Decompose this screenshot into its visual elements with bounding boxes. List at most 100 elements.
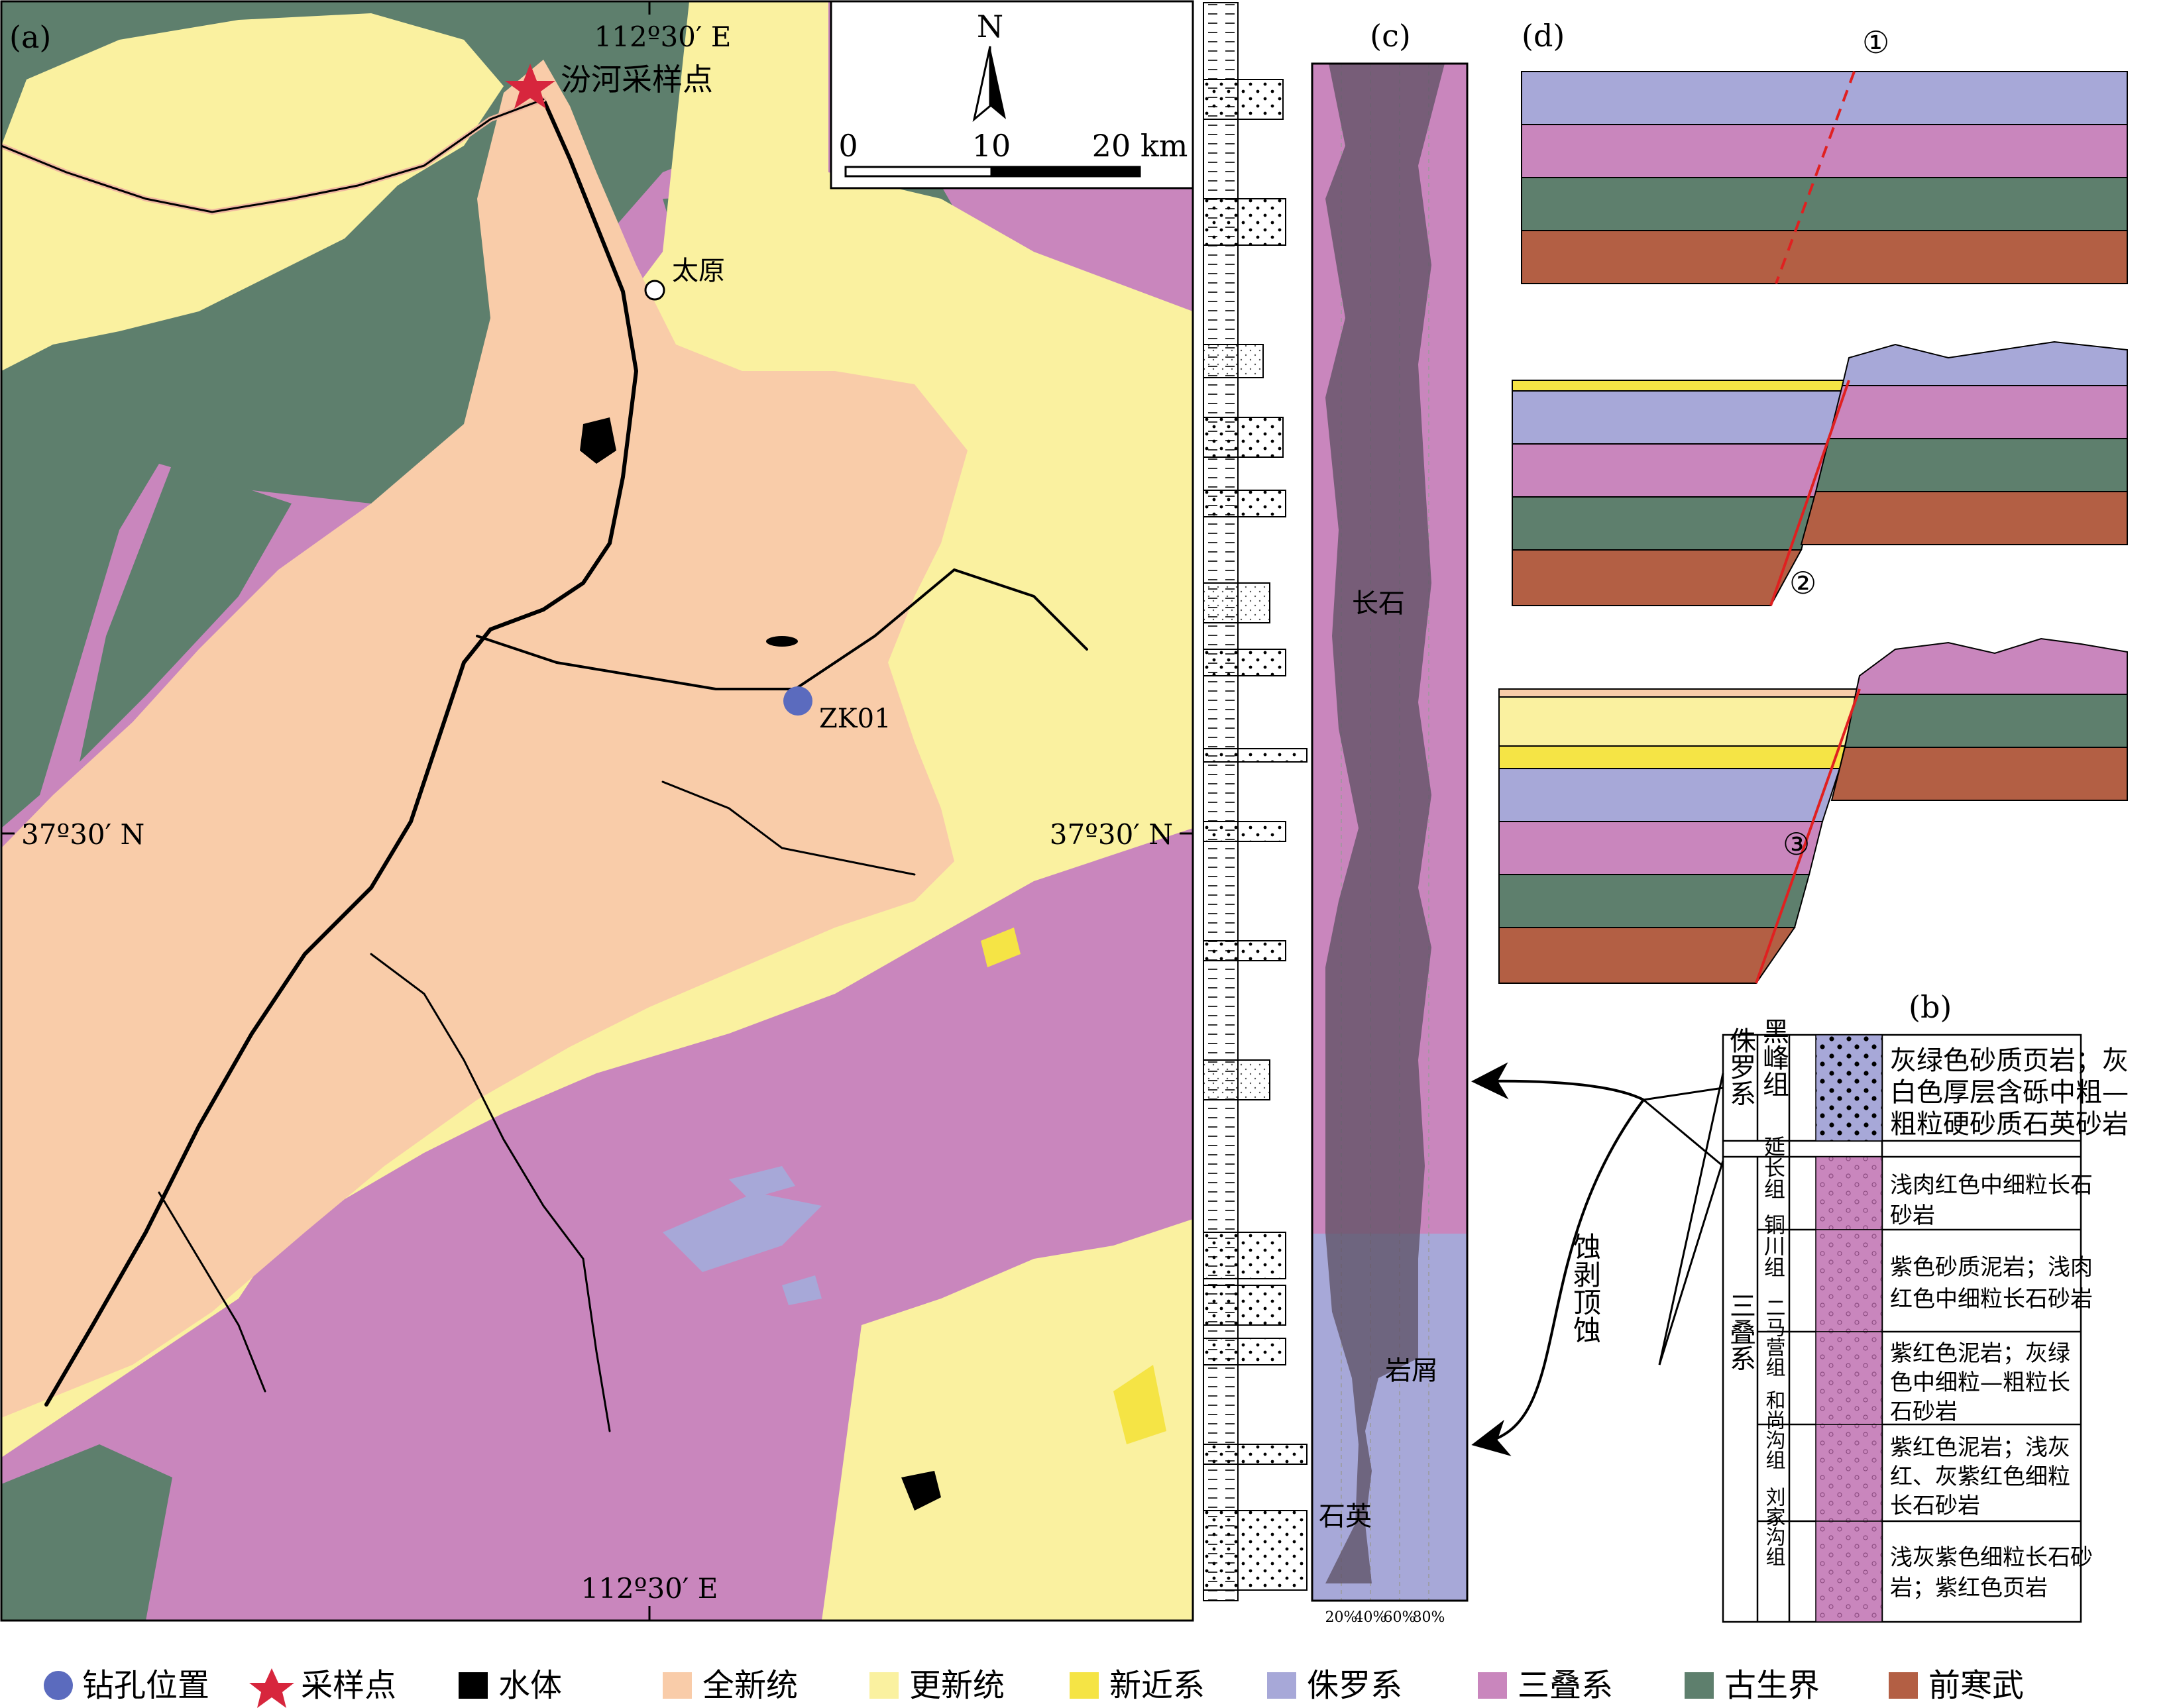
lat-label-right: 37º30′ N: [1050, 818, 1173, 851]
formation-yanchang: 延长组: [1761, 1136, 1786, 1199]
map-neogene-2: [1113, 1365, 1166, 1444]
scale-bar-black: [990, 166, 1141, 178]
formation-ermaying-desc-2: 色中细粒—粗粒长: [1890, 1369, 2070, 1396]
formation-tongchuan-desc-2: 红色中细粒长石砂岩: [1890, 1286, 2093, 1312]
legend-pleistocene-label: 更新统: [909, 1667, 1005, 1704]
tick-60: 60%: [1384, 1609, 1416, 1626]
strat-jurassic-desc-2: 白色厚层含砾中粗—: [1890, 1077, 2129, 1108]
formation-ermaying-desc-1: 紫红色泥岩；灰绿: [1890, 1340, 2070, 1367]
map-inset: N 0 10 20 km: [830, 0, 1194, 189]
map-rivers: [1, 97, 1088, 1432]
borehole-icon: [783, 686, 812, 716]
legend-water-label: 水体: [498, 1667, 562, 1704]
legend-pleistocene-swatch: [869, 1672, 899, 1699]
legend-neogene-label: 新近系: [1109, 1667, 1205, 1704]
north-arrow-icon: [990, 46, 1006, 119]
formation-tongchuan: 铜川组: [1761, 1214, 1786, 1277]
map-pleistocene-se: [822, 1219, 1193, 1621]
legend-sample-icon: [249, 1668, 294, 1708]
map-holocene: [1, 60, 968, 1418]
lithic-label: 岩屑: [1385, 1356, 1438, 1386]
tick-80: 80%: [1413, 1609, 1445, 1626]
formation-liujiagou: 刘家沟组: [1762, 1487, 1785, 1566]
legend-triassic-swatch: [1478, 1672, 1507, 1699]
map-lake-3: [901, 1471, 941, 1511]
map-jurassic-3: [782, 1275, 822, 1305]
panel-d-section-2: [1512, 341, 2128, 606]
legend-holocene-label: 全新统: [702, 1667, 798, 1704]
map-lake-2: [766, 636, 798, 647]
panel-d-section-1: [1521, 71, 2128, 284]
erosion-label: 蚀剥顶蚀: [1569, 1232, 1602, 1344]
formation-liujiagou-desc-1: 浅灰紫色细粒长石砂: [1890, 1544, 2093, 1571]
erosion-arrows: [1471, 1062, 1724, 1456]
tick-20: 20%: [1325, 1609, 1358, 1626]
formation-yanchang-desc-2: 砂岩: [1890, 1202, 1935, 1229]
strat-connector-lines: [1658, 1073, 1724, 1365]
map-neogene-1: [981, 928, 1021, 967]
strat-jurassic-system: 侏罗系: [1725, 1027, 1755, 1106]
legend-paleozoic-swatch: [1685, 1672, 1714, 1699]
formation-yanchang-desc-1: 浅肉红色中细粒长石: [1890, 1172, 2093, 1199]
north-label: N: [977, 9, 1003, 44]
feldspar-band: [1325, 64, 1445, 1583]
formation-heshanggou: 和尚沟组: [1762, 1390, 1786, 1469]
formation-ermaying-desc-3: 石砂岩: [1890, 1399, 1958, 1425]
panel-b-label: (b): [1909, 989, 1952, 1025]
scale-label-10: 10: [972, 128, 1011, 164]
lithology-column: [1203, 2, 1308, 1601]
legend-holocene-swatch: [663, 1672, 692, 1699]
formation-heshanggou-desc-2: 红、灰紫红色细粒: [1890, 1464, 2070, 1490]
sample-point-star-icon: [505, 64, 555, 109]
legend: 钻孔位置 采样点 水体 全新统 更新统 新近系 侏罗系 三叠系 古生界 前寒武: [44, 1667, 2024, 1708]
map-lake-1: [580, 417, 616, 464]
panel-b-lithology-strip: [1815, 1034, 1883, 1623]
panel-d-section-3: [1498, 637, 2128, 984]
legend-borehole-label: 钻孔位置: [82, 1667, 209, 1704]
scale-bar-white: [844, 166, 993, 178]
strat-jurassic-formation: 黑峰组: [1758, 1018, 1789, 1097]
city-label: 太原: [672, 256, 725, 286]
legend-triassic-label: 三叠系: [1518, 1667, 1613, 1704]
map-paleozoic-w: [80, 464, 292, 762]
scale-label-0: 0: [838, 128, 858, 164]
formation-tongchuan-desc-1: 紫色砂质泥岩；浅肉: [1890, 1254, 2093, 1281]
map-jurassic-1: [663, 1193, 822, 1272]
legend-jurassic-swatch: [1267, 1672, 1296, 1699]
quartz-label: 石英: [1319, 1501, 1372, 1532]
city-taiyuan-icon: [644, 280, 665, 301]
formation-ermaying: 二马营组: [1762, 1297, 1785, 1377]
legend-neogene-swatch: [1070, 1672, 1099, 1699]
map-paleozoic-sw: [1, 1444, 172, 1621]
lat-label-left: 37º30′ N: [21, 818, 144, 851]
formation-heshanggou-desc-3: 长石砂岩: [1890, 1493, 1980, 1519]
legend-water-swatch: [459, 1672, 488, 1699]
lon-label-top: 112º30′ E: [594, 21, 732, 53]
legend-jurassic-label: 侏罗系: [1307, 1667, 1402, 1704]
feldspar-label: 长石: [1352, 588, 1405, 619]
map-pleistocene-n: [1, 13, 504, 371]
legend-precambrian-label: 前寒武: [1928, 1667, 2024, 1704]
map-pleistocene-ne: [1, 1, 1193, 1458]
legend-sample-label: 采样点: [301, 1667, 396, 1704]
tick-40: 40%: [1355, 1609, 1387, 1626]
section-3-number: ③: [1783, 826, 1810, 862]
panel-a-label: (a): [9, 19, 51, 55]
panel-d-label: (d): [1522, 18, 1565, 54]
strat-jurassic-desc-1: 灰绿色砂质页岩；灰: [1890, 1045, 2129, 1076]
geological-map: [1, 1, 1193, 1621]
legend-paleozoic-label: 古生界: [1724, 1667, 1820, 1704]
section-2-number: ②: [1789, 565, 1816, 601]
legend-precambrian-swatch: [1889, 1672, 1918, 1699]
map-jurassic-2: [729, 1166, 795, 1199]
section-1-number: ①: [1862, 25, 1889, 60]
formation-heshanggou-desc-1: 紫红色泥岩；浅灰: [1890, 1434, 2070, 1461]
panel-c-composition: 长石 岩屑 石英 20% 40% 60% 80%: [1311, 62, 1469, 1626]
legend-borehole-icon: [44, 1671, 73, 1700]
strat-jurassic-desc-3: 粗粒硬砂质石英砂岩: [1890, 1109, 2129, 1140]
borehole-label: ZK01: [819, 704, 891, 734]
map-frame: [0, 0, 1194, 1622]
scale-label-20: 20 km: [1092, 128, 1188, 164]
lon-label-bottom: 112º30′ E: [581, 1572, 718, 1605]
